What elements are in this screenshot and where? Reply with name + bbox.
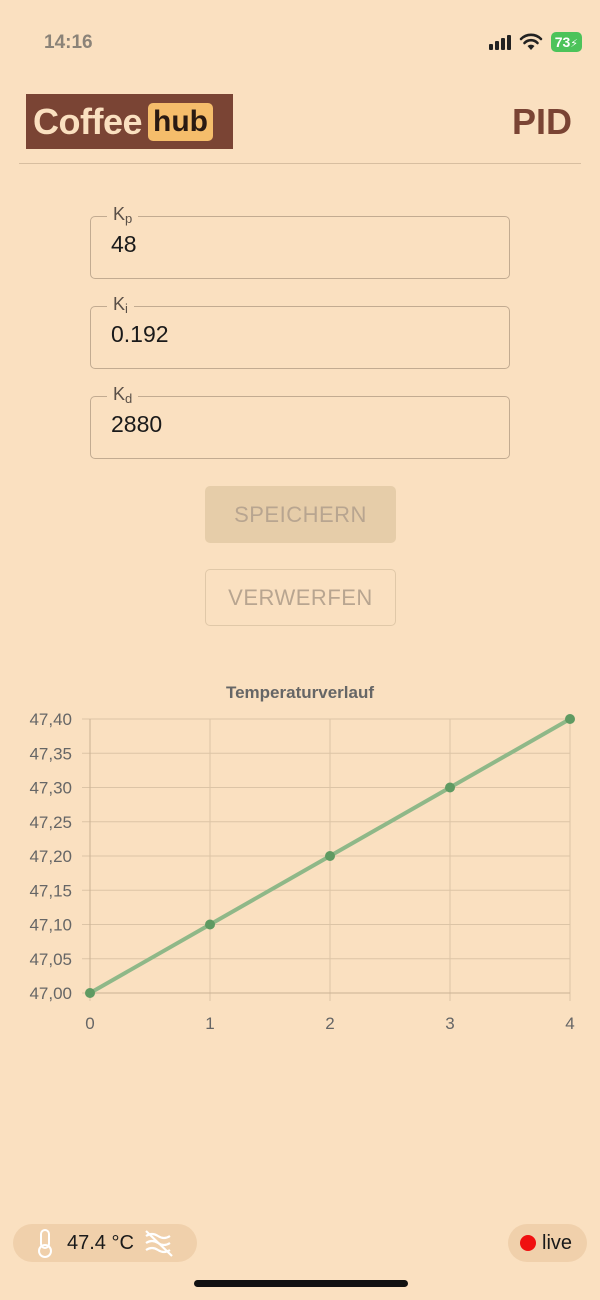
steam-off-icon (145, 1230, 173, 1257)
x-tick-label: 0 (85, 1014, 94, 1033)
save-button[interactable]: SPEICHERN (205, 486, 396, 543)
kd-field[interactable]: Kd (90, 384, 510, 459)
live-indicator[interactable]: live (508, 1224, 587, 1262)
home-indicator[interactable] (194, 1280, 408, 1287)
chart-title: Temperaturverlauf (226, 683, 374, 702)
y-tick-label: 47,20 (29, 847, 72, 866)
ki-field[interactable]: Ki (90, 294, 510, 369)
page-title: PID (511, 101, 572, 142)
x-tick-label: 2 (325, 1014, 334, 1033)
kd-field-label: Kd (107, 384, 139, 406)
cellular-signal-icon (488, 34, 511, 50)
ki-field-label: Ki (107, 294, 134, 316)
live-dot-icon (520, 1235, 536, 1251)
y-tick-label: 47,00 (29, 984, 72, 1003)
logo-word-coffee: Coffee (33, 100, 143, 142)
live-label: live (542, 1231, 573, 1254)
thermometer-icon (38, 1229, 52, 1258)
discard-button[interactable]: VERWERFEN (205, 569, 396, 626)
battery-icon: 73⚡ (550, 32, 582, 52)
temperature-chart: Temperaturverlauf 47,00 47,05 47,10 47,15 47… (29, 683, 575, 1033)
wifi-icon (519, 33, 542, 50)
kp-field[interactable]: Kp (90, 204, 510, 279)
data-point (205, 919, 215, 930)
x-tick-label: 3 (445, 1014, 454, 1033)
ki-input[interactable] (111, 321, 491, 348)
y-tick-label: 47,10 (29, 916, 72, 935)
logo-word-hub: hub (148, 102, 213, 141)
battery-level: 73 (554, 34, 571, 50)
kp-field-label: Kp (107, 204, 139, 226)
kp-input[interactable] (111, 231, 491, 258)
data-point (565, 714, 575, 724)
y-tick-label: 47,40 (29, 710, 72, 729)
x-tick-label: 4 (565, 1014, 574, 1033)
data-point (325, 851, 335, 861)
y-tick-label: 47,25 (29, 813, 72, 832)
x-tick-label: 1 (205, 1014, 214, 1033)
header-divider (19, 163, 581, 164)
app-logo: Coffee hub (26, 94, 233, 149)
y-tick-label: 47,05 (29, 950, 72, 969)
temperature-value: 47.4 °C (67, 1231, 134, 1254)
status-time: 14:16 (44, 32, 93, 53)
data-point (445, 782, 455, 793)
y-tick-label: 47,30 (29, 779, 72, 798)
y-tick-label: 47,35 (29, 744, 72, 763)
temperature-display: 47.4 °C (13, 1224, 197, 1262)
status-icons: 73⚡ (488, 32, 582, 52)
kd-input[interactable] (111, 411, 491, 438)
y-tick-label: 47,15 (29, 881, 72, 900)
data-point (85, 988, 95, 998)
